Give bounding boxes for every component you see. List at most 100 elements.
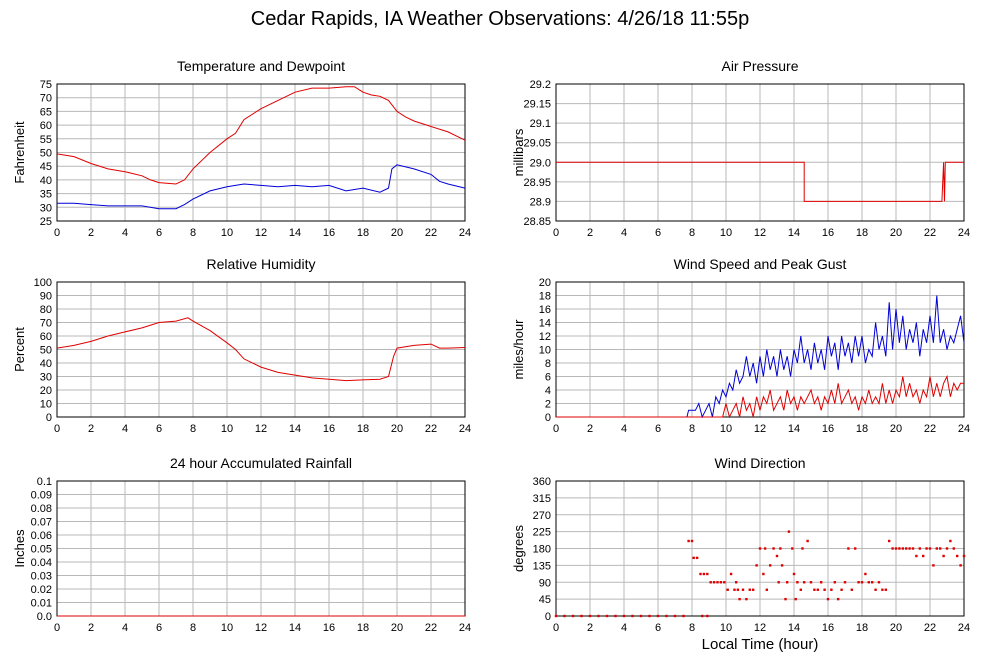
data-point [735, 581, 738, 584]
y-tick-label: 75 [40, 79, 52, 91]
x-tick-label: 10 [221, 423, 233, 435]
x-tick-label: 20 [391, 622, 403, 634]
y-tick-label: 135 [533, 560, 551, 572]
data-point [871, 581, 874, 584]
y-tick-label: 0.09 [31, 490, 52, 502]
data-point [864, 572, 867, 576]
y-tick-label: 70 [40, 318, 52, 330]
y-axis-label: Fahrenheit [12, 121, 27, 184]
x-tick-label: 6 [156, 227, 162, 239]
x-tick-label: 4 [621, 622, 627, 634]
chart-title: Temperature and Dewpoint [177, 58, 345, 74]
chart-title: Relative Humidity [207, 256, 316, 272]
x-tick-label: 16 [822, 622, 834, 634]
y-tick-label: 55 [40, 134, 52, 146]
data-point [787, 530, 791, 533]
y-tick-label: 28.9 [530, 196, 551, 208]
y-tick-label: 35 [40, 189, 52, 201]
data-point [769, 564, 772, 567]
data-point [622, 614, 626, 618]
data-point [874, 588, 877, 591]
y-tick-label: 0.05 [31, 544, 52, 556]
y-tick-label: 2 [545, 399, 551, 411]
x-tick-label: 4 [122, 423, 128, 435]
x-tick-label: 18 [856, 423, 868, 435]
data-point [884, 588, 887, 591]
x-tick-label: 18 [357, 622, 369, 634]
data-point [830, 588, 833, 591]
x-tick-label: 24 [958, 622, 970, 634]
data-point [706, 572, 709, 576]
plot-border [555, 281, 965, 418]
data-point [894, 547, 898, 550]
data-point [881, 588, 884, 591]
data-point [758, 547, 762, 550]
data-point [918, 547, 921, 550]
data-point [738, 597, 741, 601]
data-point [801, 547, 804, 550]
y-tick-label: 28.95 [523, 177, 551, 189]
data-point [888, 539, 891, 543]
data-point [939, 547, 942, 550]
y-tick-label: 12 [539, 331, 551, 343]
x-tick-label: 10 [221, 622, 233, 634]
data-point [571, 614, 575, 618]
y-tick-label: 0.02 [31, 584, 52, 596]
x-tick-label: 24 [958, 423, 970, 435]
y-tick-label: 0.07 [31, 517, 52, 529]
x-tick-label: 24 [459, 622, 471, 634]
data-point [837, 597, 840, 601]
y-tick-label: 0 [545, 412, 551, 424]
data-point [803, 581, 806, 584]
x-tick-label: 22 [425, 227, 437, 239]
x-tick-label: 2 [587, 622, 593, 634]
page-title: Cedar Rapids, IA Weather Observations: 4… [250, 8, 750, 30]
x-tick-label: 14 [788, 423, 800, 435]
rainfall-chart: 0 2 4 6 8 10 12 14 16 18 20 22 240.00.010.020.030.04… [12, 455, 471, 634]
x-tick-label: 24 [459, 227, 471, 239]
x-tick-label: 6 [156, 423, 162, 435]
x-tick-label: 0 [553, 622, 559, 634]
data-point [690, 539, 694, 543]
y-tick-label: 270 [533, 510, 551, 522]
data-point [850, 588, 853, 591]
data-point [687, 539, 690, 543]
chart-title: 24 hour Accumulated Rainfall [170, 455, 352, 471]
data-point [898, 547, 901, 550]
series-line [556, 374, 964, 419]
x-tick-label: 20 [890, 622, 902, 634]
data-point [682, 614, 685, 618]
x-tick-label: 20 [391, 423, 403, 435]
x-tick-label: 12 [754, 622, 766, 634]
x-tick-label: 18 [856, 622, 868, 634]
y-tick-label: 28.85 [523, 216, 551, 228]
chart-title: Wind Speed and Peak Gust [674, 256, 847, 272]
x-tick-label: 2 [587, 227, 593, 239]
x-tick-label: 0 [54, 227, 60, 239]
series-line [56, 317, 466, 382]
x-tick-label: 2 [587, 423, 593, 435]
x-tick-label: 22 [425, 622, 437, 634]
data-point [891, 547, 894, 550]
y-tick-label: 29.05 [523, 138, 551, 150]
y-tick-label: 10 [539, 345, 551, 357]
data-point [701, 614, 704, 618]
data-point [719, 581, 723, 584]
x-tick-label: 22 [924, 423, 936, 435]
x-tick-label: 4 [122, 227, 128, 239]
x-tick-label: 0 [54, 423, 60, 435]
data-point [786, 581, 789, 584]
plot-border [56, 83, 466, 222]
data-point [741, 588, 745, 591]
y-tick-label: 8 [545, 358, 551, 370]
y-tick-label: 70 [40, 93, 52, 105]
data-point [709, 581, 712, 584]
x-tick-label: 12 [754, 423, 766, 435]
data-point [820, 581, 823, 584]
y-tick-label: 90 [40, 291, 52, 303]
data-point [905, 547, 908, 550]
y-axis-label: millibars [511, 128, 526, 176]
y-tick-label: 60 [40, 120, 52, 132]
y-axis-label: degrees [511, 525, 526, 572]
y-tick-label: 360 [533, 476, 551, 488]
